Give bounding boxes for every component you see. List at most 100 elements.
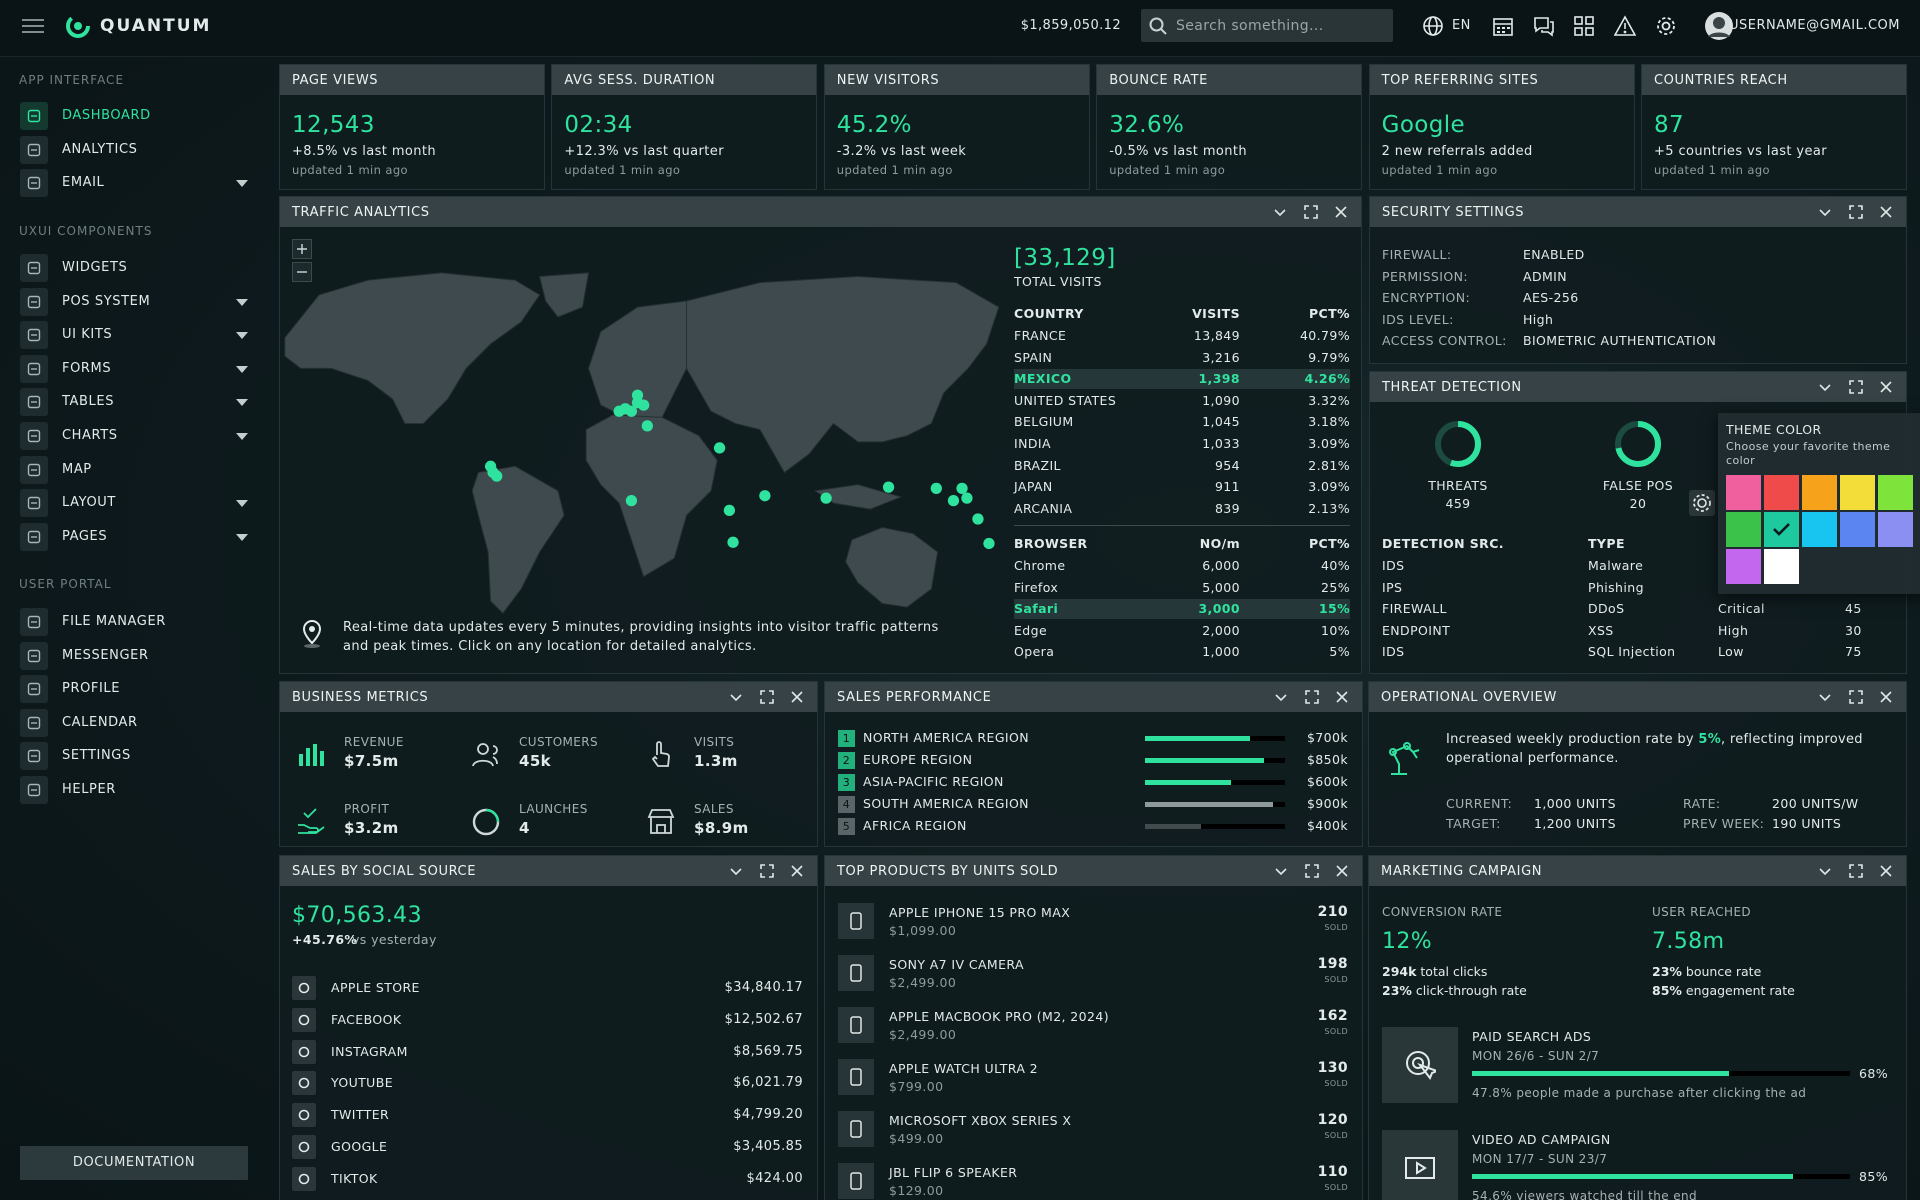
sidebar-icon[interactable] bbox=[20, 489, 48, 517]
toolbar-icon[interactable] bbox=[1573, 15, 1595, 37]
expand-button[interactable] bbox=[1304, 205, 1318, 219]
expand-button[interactable] bbox=[1305, 864, 1319, 878]
theme-swatch[interactable] bbox=[1764, 549, 1799, 584]
sidebar-item[interactable]: ANALYTICS bbox=[62, 142, 137, 158]
expand-button[interactable] bbox=[1849, 864, 1863, 878]
location-dot[interactable] bbox=[972, 513, 983, 524]
sidebar-item[interactable]: SETTINGS bbox=[62, 748, 131, 764]
sidebar-item[interactable]: POS SYSTEM bbox=[62, 294, 150, 310]
sidebar-item[interactable]: FORMS bbox=[62, 361, 111, 377]
location-dot[interactable] bbox=[948, 495, 959, 506]
close-button[interactable] bbox=[790, 864, 804, 878]
collapse-button[interactable] bbox=[1818, 205, 1832, 219]
user-email[interactable]: USERNAME@GMAIL.COM bbox=[1729, 18, 1900, 34]
location-dot[interactable] bbox=[614, 406, 625, 417]
collapse-button[interactable] bbox=[729, 864, 743, 878]
sidebar-item[interactable]: LAYOUT bbox=[62, 495, 116, 511]
language[interactable]: EN bbox=[1452, 18, 1471, 34]
search-box[interactable]: Search something... bbox=[1141, 9, 1393, 42]
expand-button[interactable] bbox=[1849, 205, 1863, 219]
close-button[interactable] bbox=[790, 690, 804, 704]
location-dot[interactable] bbox=[724, 505, 735, 516]
location-dot[interactable] bbox=[961, 493, 972, 504]
theme-swatch[interactable] bbox=[1726, 549, 1761, 584]
toolbar-icon[interactable] bbox=[1614, 15, 1636, 37]
close-button[interactable] bbox=[1335, 864, 1349, 878]
sidebar-icon[interactable] bbox=[20, 523, 48, 551]
sidebar-icon[interactable] bbox=[20, 321, 48, 349]
close-button[interactable] bbox=[1879, 380, 1893, 394]
close-button[interactable] bbox=[1335, 690, 1349, 704]
collapse-button[interactable] bbox=[1818, 864, 1832, 878]
sidebar-icon[interactable] bbox=[20, 254, 48, 282]
sidebar-item[interactable]: TABLES bbox=[62, 394, 114, 410]
close-button[interactable] bbox=[1334, 205, 1348, 219]
toolbar-icon[interactable] bbox=[1533, 15, 1555, 37]
sidebar-icon[interactable] bbox=[20, 456, 48, 484]
sidebar-item[interactable]: DASHBOARD bbox=[62, 108, 151, 124]
sidebar-icon[interactable] bbox=[20, 102, 48, 130]
sidebar-icon[interactable] bbox=[20, 742, 48, 770]
sidebar-caret[interactable] bbox=[236, 433, 248, 440]
theme-swatch[interactable] bbox=[1764, 475, 1799, 510]
sidebar-item[interactable]: UI KITS bbox=[62, 327, 112, 343]
theme-swatch[interactable] bbox=[1840, 512, 1875, 547]
sidebar-icon[interactable] bbox=[20, 422, 48, 450]
settings-toggle[interactable] bbox=[1689, 490, 1715, 516]
sidebar-caret[interactable] bbox=[236, 299, 248, 306]
theme-swatch[interactable] bbox=[1764, 512, 1799, 547]
expand-button[interactable] bbox=[1305, 690, 1319, 704]
location-dot[interactable] bbox=[820, 493, 831, 504]
theme-swatch[interactable] bbox=[1726, 475, 1761, 510]
sidebar-item[interactable]: EMAIL bbox=[62, 175, 104, 191]
location-dot[interactable] bbox=[638, 399, 649, 410]
sidebar-caret[interactable] bbox=[236, 500, 248, 507]
sidebar-item[interactable]: CALENDAR bbox=[62, 715, 138, 731]
sidebar-icon[interactable] bbox=[20, 288, 48, 316]
expand-button[interactable] bbox=[1849, 690, 1863, 704]
theme-swatch[interactable] bbox=[1802, 512, 1837, 547]
collapse-button[interactable] bbox=[1273, 205, 1287, 219]
theme-swatch[interactable] bbox=[1878, 475, 1913, 510]
collapse-button[interactable] bbox=[1818, 380, 1832, 394]
sidebar-icon[interactable] bbox=[20, 169, 48, 197]
theme-swatch[interactable] bbox=[1802, 475, 1837, 510]
sidebar-item[interactable]: HELPER bbox=[62, 782, 116, 798]
zoom-in-button[interactable] bbox=[292, 239, 312, 259]
location-dot[interactable] bbox=[714, 442, 725, 453]
sidebar-item[interactable]: PROFILE bbox=[62, 681, 120, 697]
toolbar-icon[interactable] bbox=[1492, 15, 1514, 37]
expand-button[interactable] bbox=[1849, 380, 1863, 394]
sidebar-item[interactable]: PAGES bbox=[62, 529, 107, 545]
sidebar-icon[interactable] bbox=[20, 776, 48, 804]
sidebar-icon[interactable] bbox=[20, 136, 48, 164]
sidebar-item[interactable]: MESSENGER bbox=[62, 648, 149, 664]
close-button[interactable] bbox=[1879, 864, 1893, 878]
location-dot[interactable] bbox=[759, 490, 770, 501]
theme-swatch[interactable] bbox=[1840, 475, 1875, 510]
language-icon[interactable] bbox=[1422, 15, 1444, 37]
sidebar-caret[interactable] bbox=[236, 399, 248, 406]
collapse-button[interactable] bbox=[1274, 864, 1288, 878]
collapse-button[interactable] bbox=[1818, 690, 1832, 704]
documentation-button[interactable]: DOCUMENTATION bbox=[20, 1146, 248, 1180]
toolbar-icon[interactable] bbox=[1655, 15, 1677, 37]
sidebar-icon[interactable] bbox=[20, 642, 48, 670]
sidebar-item[interactable]: WIDGETS bbox=[62, 260, 127, 276]
sidebar-icon[interactable] bbox=[20, 709, 48, 737]
close-button[interactable] bbox=[1879, 690, 1893, 704]
sidebar-icon[interactable] bbox=[20, 675, 48, 703]
theme-swatch[interactable] bbox=[1726, 512, 1761, 547]
location-dot[interactable] bbox=[642, 420, 653, 431]
close-button[interactable] bbox=[1879, 205, 1893, 219]
sidebar-caret[interactable] bbox=[236, 332, 248, 339]
collapse-button[interactable] bbox=[729, 690, 743, 704]
location-dot[interactable] bbox=[883, 481, 894, 492]
location-dot[interactable] bbox=[626, 495, 637, 506]
theme-swatch[interactable] bbox=[1878, 512, 1913, 547]
sidebar-item[interactable]: CHARTS bbox=[62, 428, 118, 444]
sidebar-caret[interactable] bbox=[236, 534, 248, 541]
sidebar-icon[interactable] bbox=[20, 388, 48, 416]
sidebar-item[interactable]: MAP bbox=[62, 462, 92, 478]
expand-button[interactable] bbox=[760, 690, 774, 704]
